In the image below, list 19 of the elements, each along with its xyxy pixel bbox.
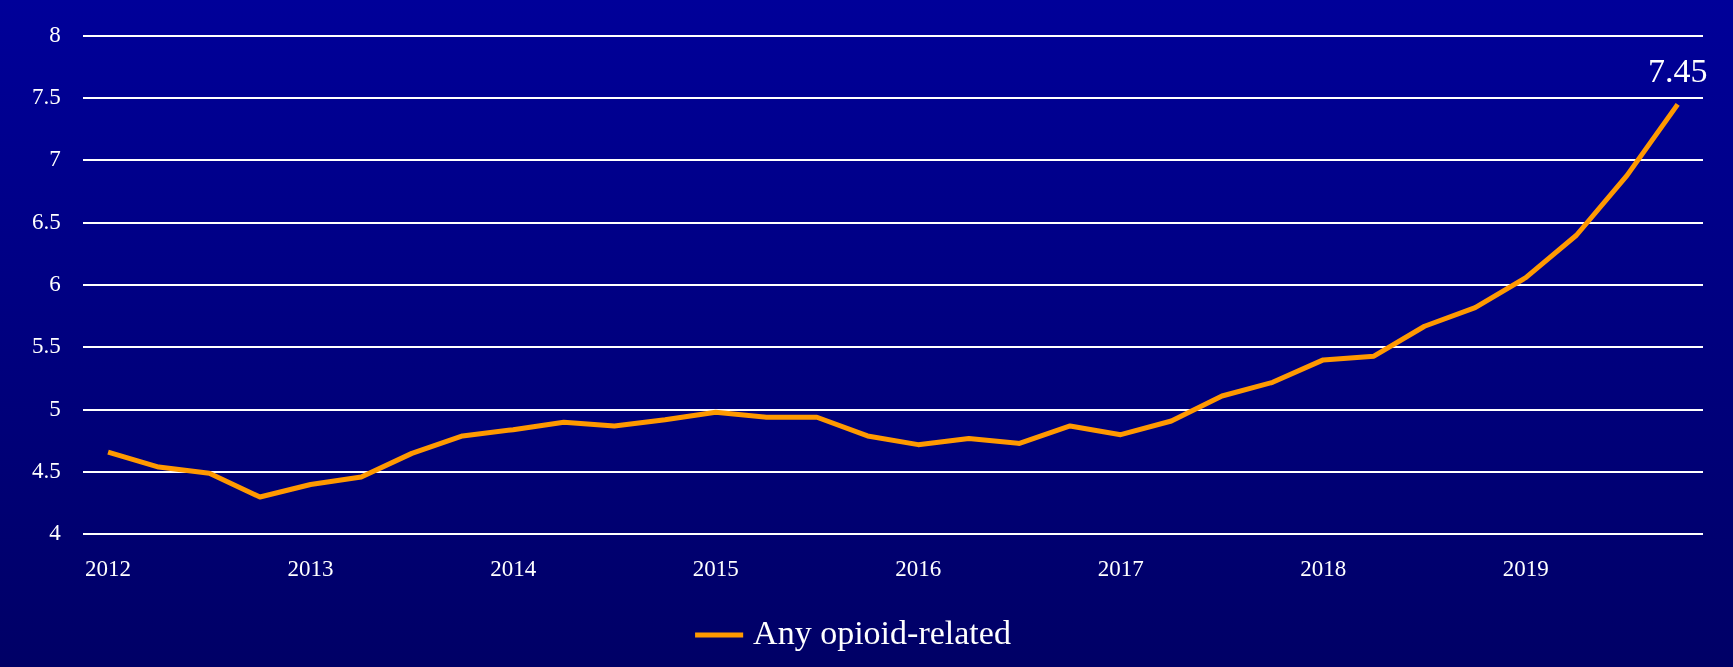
- x-tick-label: 2017: [1097, 556, 1144, 582]
- data-label: 7.45: [1647, 52, 1708, 90]
- y-tick-label: 4.5: [32, 458, 61, 484]
- y-tick-label: 6: [49, 271, 61, 297]
- y-tick-label: 6.5: [32, 208, 61, 234]
- x-tick-label: 2013: [287, 556, 334, 582]
- x-tick-label: 2016: [895, 556, 942, 582]
- y-tick-label: 5.5: [32, 333, 61, 359]
- x-tick-label: 2012: [85, 556, 132, 582]
- y-tick-label: 7.5: [32, 84, 61, 110]
- y-tick-label: 4: [49, 520, 62, 546]
- x-tick-label: 2019: [1502, 556, 1549, 582]
- y-tick-label: 8: [49, 21, 61, 47]
- y-tick-label: 7: [49, 146, 61, 172]
- legend-label: Any opioid-related: [753, 613, 1011, 651]
- x-tick-label: 2018: [1300, 556, 1347, 582]
- y-tick-label: 5: [49, 395, 61, 421]
- x-tick-label: 2015: [692, 556, 739, 582]
- x-tick-label: 2014: [490, 556, 537, 582]
